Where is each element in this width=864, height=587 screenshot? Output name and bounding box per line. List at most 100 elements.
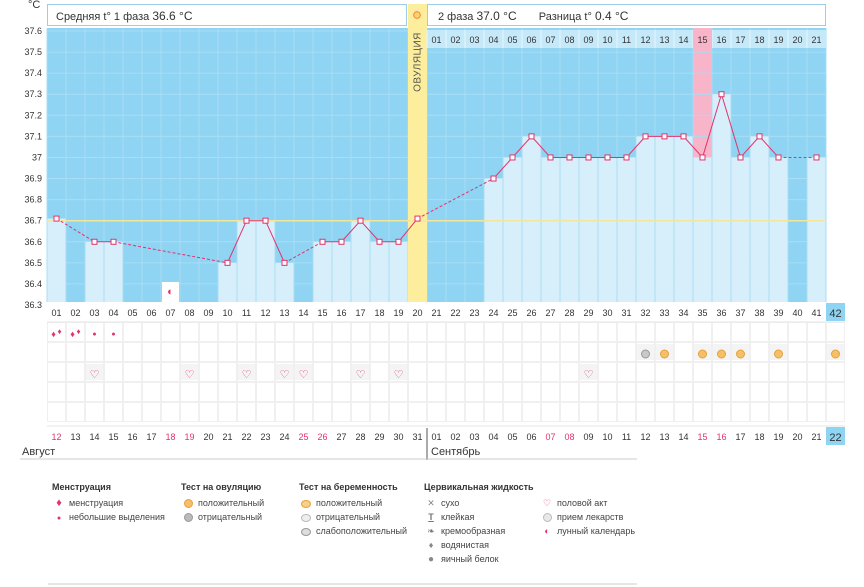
date-label: 09 — [583, 432, 593, 442]
date-label: 31 — [412, 432, 422, 442]
grid-cell — [750, 362, 769, 382]
phase1-value: 36.6 °C — [152, 9, 193, 23]
cycle-day-label: 41 — [811, 308, 821, 318]
cycle-day-label: 02 — [70, 308, 80, 318]
grid-cell — [427, 362, 446, 382]
legend-item-label: прием лекарств — [557, 512, 624, 522]
grid-cell — [351, 322, 370, 342]
legend-item: отрицательный — [299, 510, 407, 524]
grid-cell — [389, 342, 408, 362]
grid-cell — [598, 322, 617, 342]
negative-test-icon — [641, 349, 650, 359]
legend-item: ❧ кремообразная — [424, 524, 534, 538]
ovulation-label: ОВУЛЯЦИЯ — [413, 32, 424, 92]
grid-cell — [598, 402, 617, 422]
cycle-day-label: 21 — [431, 308, 441, 318]
grid-cell — [332, 402, 351, 422]
temperature-point — [395, 238, 402, 245]
legend-title: Тест на беременность — [299, 482, 398, 492]
temperature-point — [585, 154, 592, 161]
temperature-bar — [579, 157, 598, 302]
temperature-bar — [256, 220, 275, 302]
temperature-bar — [712, 94, 731, 302]
grid-cell — [123, 362, 142, 382]
legend-ovulation-test: Тест на овуляцию положительный отрицател… — [181, 482, 264, 524]
grid-cell — [351, 382, 370, 402]
grid-cell — [731, 382, 750, 402]
temperature-point — [699, 154, 706, 161]
top-day-label: 11 — [622, 35, 631, 45]
grid-cell — [389, 402, 408, 422]
grid-cell — [655, 362, 674, 382]
temperature-bar — [655, 136, 674, 302]
grid-cell — [237, 402, 256, 422]
temperature-bar — [275, 262, 294, 302]
date-label: 29 — [374, 432, 384, 442]
grid-cell — [503, 402, 522, 422]
temperature-point — [528, 133, 535, 140]
cycle-day-label: 33 — [659, 308, 669, 318]
grid-cell — [617, 322, 636, 342]
y-tick-label: 37.1 — [24, 131, 42, 141]
date-total-cell — [826, 427, 845, 445]
top-day-label: 07 — [545, 35, 555, 45]
heart-icon: ♡ — [185, 369, 195, 381]
grid-cell — [560, 362, 579, 382]
grid-cell — [579, 342, 598, 362]
cycle-day-label: 36 — [716, 308, 726, 318]
grid-cell — [237, 342, 256, 362]
grid-cell — [66, 342, 85, 362]
date-label: 10 — [602, 432, 612, 442]
cycle-day-label: 06 — [146, 308, 156, 318]
grid-cell — [142, 342, 161, 362]
grid-cell — [731, 362, 750, 382]
temperature-point — [718, 91, 725, 98]
grid-cell — [541, 322, 560, 342]
grid-cell — [446, 342, 465, 362]
phase2-label: 2 фаза — [438, 11, 474, 23]
legend-item-label: отрицательный — [316, 512, 381, 522]
grid-cell — [47, 382, 66, 402]
temperature-point — [414, 215, 421, 222]
grid-cell — [408, 342, 427, 362]
top-day-label: 17 — [735, 35, 745, 45]
grid-cell — [275, 402, 294, 422]
cycle-total-cell — [826, 303, 845, 321]
grid-cell — [446, 322, 465, 342]
date-label: 28 — [355, 432, 365, 442]
grid-cell — [465, 382, 484, 402]
grid-cell — [332, 362, 351, 382]
date-label: 21 — [811, 432, 821, 442]
legend-item-label: сухо — [441, 498, 460, 508]
grid-cell — [712, 382, 731, 402]
heart-icon: ♡ — [356, 369, 366, 381]
grid-cell — [370, 362, 389, 382]
legend-item-label: клейкая — [441, 512, 475, 522]
temperature-line — [284, 241, 323, 264]
grid-cell — [465, 322, 484, 342]
positive-test-icon — [299, 496, 313, 510]
y-tick-label: 36.3 — [24, 300, 42, 310]
legend-item-label: кремообразная — [441, 526, 506, 536]
grid-cell — [237, 382, 256, 402]
grid-cell — [218, 342, 237, 362]
grid-cell — [218, 382, 237, 402]
cycle-day-label: 28 — [564, 308, 574, 318]
top-day-label: 12 — [640, 35, 650, 45]
diff-label: Разница t° — [538, 11, 592, 23]
temperature-bar — [47, 218, 66, 302]
grid-cell — [503, 322, 522, 342]
grid-cell — [731, 402, 750, 422]
temperature-bar — [503, 157, 522, 302]
grid-cell — [180, 382, 199, 402]
date-label: 14 — [89, 432, 99, 442]
intercourse-cell — [276, 364, 293, 380]
grid-cell — [408, 382, 427, 402]
grid-cell — [484, 342, 503, 362]
grid-cell — [313, 382, 332, 402]
grid-cell — [370, 402, 389, 422]
legend-item: прием лекарств — [540, 510, 635, 524]
legend-item: положительный — [299, 496, 407, 510]
grid-cell — [731, 322, 750, 342]
